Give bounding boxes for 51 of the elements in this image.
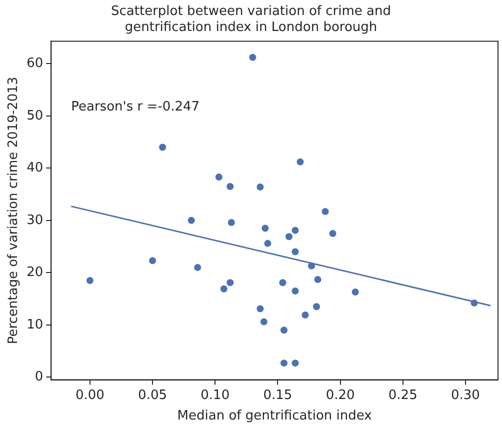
point <box>308 262 315 270</box>
point <box>159 144 166 151</box>
point <box>292 226 299 234</box>
point <box>352 288 359 296</box>
point <box>260 318 268 326</box>
point <box>220 285 228 292</box>
point <box>292 287 299 294</box>
point <box>292 248 299 256</box>
point <box>249 54 256 61</box>
point <box>256 183 264 190</box>
y-tick-label: 60 <box>26 56 44 72</box>
y-tick-label: 0 <box>34 370 44 385</box>
x-tick-label: 0.25 <box>388 388 418 403</box>
point <box>262 224 269 232</box>
point <box>470 299 478 306</box>
y-tick-label: 40 <box>26 160 44 176</box>
point <box>194 264 202 271</box>
point <box>215 174 222 181</box>
y-tick-label: 10 <box>26 317 44 332</box>
y-tick-label: 50 <box>26 108 44 124</box>
x-tick-label: 0.15 <box>263 388 292 403</box>
point <box>188 216 195 224</box>
point <box>302 312 309 319</box>
x-tick-label: 0.10 <box>200 388 230 403</box>
y-axis-title: Percentage of variation crime 2019-2013 <box>6 76 22 344</box>
point <box>292 360 299 367</box>
point <box>228 219 235 226</box>
y-tick-label: 30 <box>26 212 44 228</box>
point <box>256 305 264 312</box>
point <box>285 233 292 240</box>
annotation: Pearson's r =-0.247 <box>71 100 200 115</box>
point <box>314 276 322 283</box>
x-tick-label: 0.30 <box>450 388 480 403</box>
point <box>149 257 156 264</box>
x-axis-title: Median of gentrification index <box>177 408 372 424</box>
point <box>226 279 234 286</box>
point <box>264 240 272 247</box>
point <box>296 158 304 166</box>
x-tick-label: 0.05 <box>138 388 168 403</box>
point <box>226 182 234 190</box>
point <box>86 277 94 284</box>
point <box>280 326 288 334</box>
chart-title: Scatterplot between variation of crime and gentrification index in London borough <box>111 4 391 35</box>
point <box>280 360 288 367</box>
x-tick-label: 0.20 <box>326 388 355 403</box>
y-tick-label: 20 <box>26 265 44 280</box>
point <box>279 279 286 286</box>
x-tick-label: 0.00 <box>75 388 104 403</box>
point <box>313 303 320 310</box>
point <box>322 208 329 216</box>
point <box>329 230 336 237</box>
